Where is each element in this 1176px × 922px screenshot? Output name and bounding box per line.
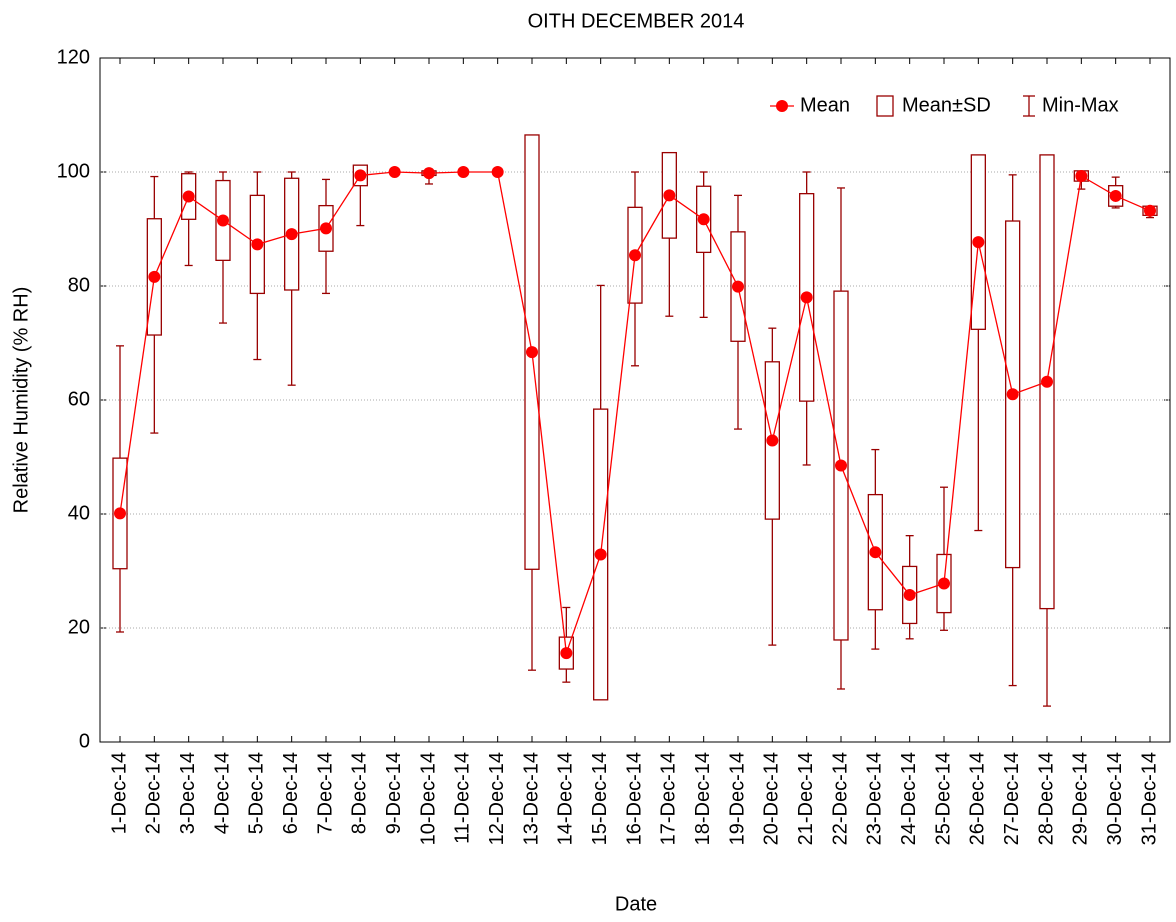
mean-dot xyxy=(148,270,161,283)
x-tick-label: 3-Dec-14 xyxy=(177,752,199,834)
y-tick-label: 80 xyxy=(68,274,90,296)
x-tick-label: 12-Dec-14 xyxy=(486,752,508,845)
mean-dot xyxy=(629,249,641,262)
x-tick-label: 22-Dec-14 xyxy=(829,752,851,845)
x-tick-label: 15-Dec-14 xyxy=(589,752,611,845)
mean-dot xyxy=(800,291,813,304)
x-tick-label: 14-Dec-14 xyxy=(555,752,577,845)
legend-mean-dot xyxy=(776,100,788,112)
x-tick-label: 30-Dec-14 xyxy=(1104,752,1126,845)
x-tick-label: 27-Dec-14 xyxy=(1001,752,1023,845)
mean-dot xyxy=(251,238,264,251)
x-tick-label: 9-Dec-14 xyxy=(383,752,405,834)
mean-dot xyxy=(697,213,710,226)
mean-dot xyxy=(1006,388,1019,401)
x-tick-label: 5-Dec-14 xyxy=(246,752,268,834)
mean-dot xyxy=(1109,189,1122,202)
y-tick-label: 100 xyxy=(57,160,90,182)
x-tick-label: 2-Dec-14 xyxy=(143,752,165,834)
mean-dot xyxy=(938,577,950,590)
y-tick-label: 40 xyxy=(68,502,90,524)
mean-dot xyxy=(320,222,332,235)
x-tick-label: 1-Dec-14 xyxy=(108,752,130,834)
mean-dot xyxy=(766,434,779,447)
mean-dot xyxy=(903,588,916,601)
x-tick-label: 23-Dec-14 xyxy=(864,752,886,845)
x-tick-label: 11-Dec-14 xyxy=(452,752,474,844)
legend-box xyxy=(876,95,894,117)
x-tick-label: 16-Dec-14 xyxy=(623,752,645,845)
x-tick-label: 28-Dec-14 xyxy=(1035,752,1057,845)
x-tick-label: 13-Dec-14 xyxy=(520,752,542,845)
y-tick-label: 20 xyxy=(68,616,90,638)
mean-dot xyxy=(1144,204,1156,217)
mean-dot xyxy=(663,189,676,202)
x-axis-label: Date xyxy=(615,893,657,915)
y-tick-label: 0 xyxy=(79,730,90,752)
x-tick-label: 26-Dec-14 xyxy=(967,752,989,845)
mean-dot xyxy=(1041,375,1053,388)
mean-dot xyxy=(594,548,607,561)
mean-dot xyxy=(457,166,470,178)
x-tick-label: 10-Dec-14 xyxy=(417,752,439,845)
x-tick-label: 31-Dec-14 xyxy=(1138,752,1160,845)
mean-dot xyxy=(285,228,298,241)
mean-dot xyxy=(491,166,504,178)
mean-dot xyxy=(1075,169,1088,182)
x-tick-label: 6-Dec-14 xyxy=(280,752,302,834)
x-tick-label: 7-Dec-14 xyxy=(314,752,336,834)
x-tick-label: 20-Dec-14 xyxy=(761,752,783,845)
x-tick-label: 25-Dec-14 xyxy=(932,752,954,845)
legend-label: Mean±SD xyxy=(902,94,991,116)
mean-dot xyxy=(182,190,195,203)
x-tick-label: 18-Dec-14 xyxy=(692,752,714,845)
y-tick-label: 60 xyxy=(68,388,90,410)
mean-dot xyxy=(732,280,744,293)
y-tick-label: 120 xyxy=(57,46,90,68)
x-tick-label: 29-Dec-14 xyxy=(1070,752,1092,845)
mean-dot xyxy=(114,507,126,520)
mean-dot xyxy=(560,647,573,660)
x-tick-label: 8-Dec-14 xyxy=(349,752,371,834)
x-tick-label: 21-Dec-14 xyxy=(795,752,817,845)
y-axis-label: Relative Humidity (% RH) xyxy=(10,287,32,514)
x-tick-label: 19-Dec-14 xyxy=(726,752,748,845)
mean-dot xyxy=(869,546,882,559)
legend-label: Min-Max xyxy=(1042,94,1119,116)
x-tick-label: 17-Dec-14 xyxy=(658,752,680,845)
mean-dot xyxy=(354,169,367,182)
mean-dot xyxy=(972,236,985,249)
mean-dot xyxy=(423,167,435,180)
x-tick-label: 24-Dec-14 xyxy=(898,752,920,845)
mean-dot xyxy=(217,214,229,227)
chart-title: OITH DECEMBER 2014 xyxy=(528,10,745,32)
x-tick-label: 4-Dec-14 xyxy=(211,752,233,834)
mean-dot xyxy=(388,166,401,178)
mean-dot xyxy=(835,459,847,472)
legend-label: Mean xyxy=(800,94,850,116)
mean-dot xyxy=(526,346,538,359)
